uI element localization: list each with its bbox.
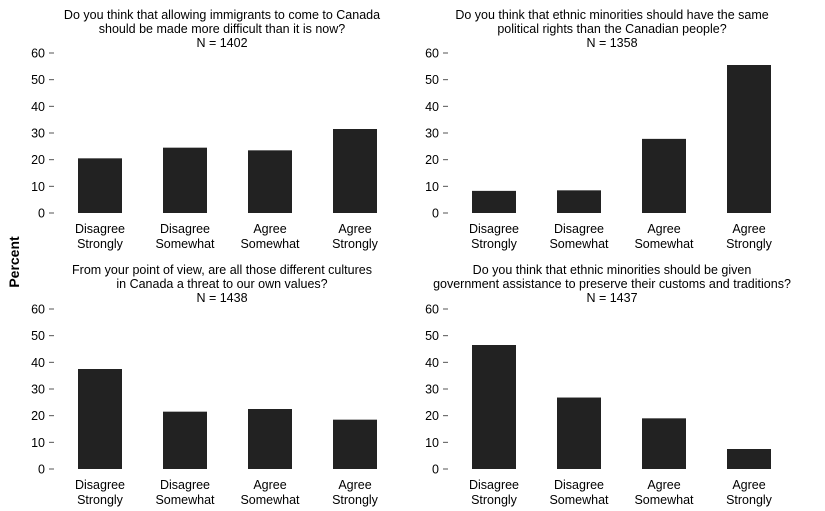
x-tick-label: Somewhat [240,237,300,251]
bar-disagree-strongly [78,369,122,469]
bar-agree-somewhat [248,150,292,213]
x-tick-label: Somewhat [634,237,694,251]
chart-panel-2: Do you think that ethnic minorities shou… [425,8,773,251]
x-tick-label: Agree [647,478,680,492]
chart-title: Do you think that ethnic minorities shou… [473,263,752,277]
x-tick-label: Disagree [160,222,210,236]
bar-agree-somewhat [248,409,292,469]
chart-title-line2: should be made more difficult than it is… [99,22,345,36]
y-tick-label: 50 [31,329,45,343]
bar-disagree-somewhat [163,147,207,213]
y-tick-label: 40 [31,100,45,114]
bar-disagree-somewhat [557,190,601,213]
y-tick-label: 10 [425,180,439,194]
bar-agree-somewhat [642,138,686,213]
x-tick-label: Agree [338,478,371,492]
y-tick-label: 30 [425,383,439,397]
bar-agree-somewhat [642,418,686,469]
chart-title: Do you think that ethnic minorities shou… [455,8,768,22]
x-tick-label: Disagree [554,222,604,236]
bar-disagree-somewhat [163,411,207,469]
x-tick-label: Strongly [726,237,773,251]
x-tick-label: Agree [732,478,765,492]
y-axis-label: Percent [6,236,22,288]
bar-disagree-strongly [78,158,122,213]
y-tick-label: 30 [31,127,45,141]
y-tick-label: 0 [38,207,45,221]
x-tick-label: Disagree [469,478,519,492]
x-tick-label: Disagree [469,222,519,236]
bar-disagree-somewhat [557,397,601,469]
y-tick-label: 60 [425,303,439,317]
x-tick-label: Agree [647,222,680,236]
y-tick-label: 50 [31,73,45,87]
y-tick-label: 20 [31,409,45,423]
chart-panels: Do you think that allowing immigrants to… [31,8,791,507]
y-tick-label: 0 [432,463,439,477]
x-tick-label: Strongly [77,237,124,251]
y-tick-label: 0 [432,207,439,221]
x-tick-label: Agree [253,222,286,236]
chart-subtitle: N = 1402 [196,36,247,50]
chart-panel-4: Do you think that ethnic minorities shou… [425,263,791,507]
y-tick-label: 40 [425,356,439,370]
y-tick-label: 60 [31,47,45,61]
x-tick-label: Somewhat [240,493,300,507]
chart-title: Do you think that allowing immigrants to… [64,8,380,22]
x-tick-label: Strongly [332,493,379,507]
x-tick-label: Agree [338,222,371,236]
x-tick-label: Somewhat [155,237,215,251]
x-tick-label: Strongly [726,493,773,507]
y-tick-label: 30 [31,383,45,397]
bar-disagree-strongly [472,345,516,469]
chart-panel-1: Do you think that allowing immigrants to… [31,8,380,251]
y-tick-label: 10 [425,436,439,450]
y-tick-label: 40 [425,100,439,114]
y-tick-label: 60 [31,303,45,317]
x-tick-label: Agree [732,222,765,236]
chart-title-line2: political rights than the Canadian peopl… [497,22,726,36]
x-tick-label: Strongly [332,237,379,251]
x-tick-label: Agree [253,478,286,492]
bar-agree-strongly [333,129,377,213]
x-tick-label: Somewhat [155,493,215,507]
bar-agree-strongly [727,65,771,213]
chart-title-line2: government assistance to preserve their … [433,277,791,291]
x-tick-label: Somewhat [549,493,609,507]
x-tick-label: Disagree [75,222,125,236]
x-tick-label: Disagree [75,478,125,492]
y-tick-label: 20 [425,409,439,423]
x-tick-label: Strongly [77,493,124,507]
x-tick-label: Somewhat [549,237,609,251]
chart-panel-3: From your point of view, are all those d… [31,263,379,507]
y-tick-label: 50 [425,329,439,343]
y-tick-label: 60 [425,47,439,61]
chart-title-line2: in Canada a threat to our own values? [116,277,327,291]
bar-disagree-strongly [472,190,516,213]
chart-title: From your point of view, are all those d… [72,263,372,277]
y-tick-label: 50 [425,73,439,87]
x-tick-label: Strongly [471,237,518,251]
y-tick-label: 10 [31,180,45,194]
x-tick-label: Disagree [160,478,210,492]
y-tick-label: 40 [31,356,45,370]
y-tick-label: 30 [425,127,439,141]
y-tick-label: 20 [31,153,45,167]
x-tick-label: Strongly [471,493,518,507]
chart-subtitle: N = 1437 [586,291,637,305]
y-tick-label: 20 [425,153,439,167]
chart-subtitle: N = 1438 [196,291,247,305]
bar-agree-strongly [333,419,377,469]
y-tick-label: 10 [31,436,45,450]
chart-subtitle: N = 1358 [586,36,637,50]
bar-agree-strongly [727,449,771,469]
y-tick-label: 0 [38,463,45,477]
x-tick-label: Disagree [554,478,604,492]
x-tick-label: Somewhat [634,493,694,507]
